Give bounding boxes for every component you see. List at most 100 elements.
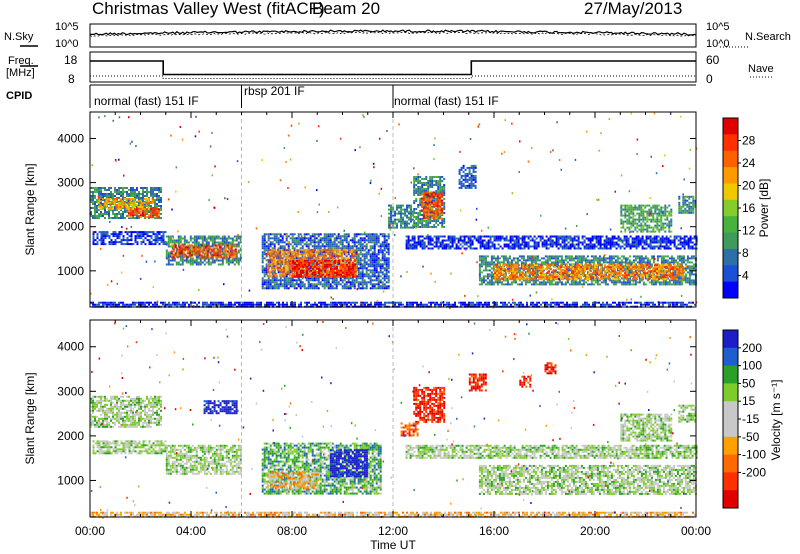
power-cell-band6 [331, 243, 334, 246]
power-cell-band6 [387, 261, 390, 264]
power-cell-band13 [633, 237, 636, 240]
power-cell-band7 [338, 248, 341, 251]
power-cell-band4 [177, 261, 180, 264]
power-cell-band14 [494, 263, 497, 266]
power-cell-band7 [346, 256, 349, 259]
power-cell-band0 [106, 213, 108, 215]
power-cell-band13 [691, 245, 694, 248]
power-cell-band7 [286, 266, 289, 269]
power-cell-band13 [531, 245, 534, 248]
power-cell-band13 [469, 247, 472, 250]
power-cell-band4 [195, 263, 198, 266]
power-cell-band7 [312, 254, 315, 257]
power-cell-band6 [315, 233, 318, 236]
power-cell-band13 [431, 239, 434, 242]
power-cell-band6 [375, 255, 378, 258]
power-cell-band6 [273, 281, 276, 284]
power-cell-band2 [137, 212, 140, 215]
power-cell-band7 [302, 248, 305, 251]
power-cell-band6 [297, 241, 300, 244]
power-cell-band13 [533, 239, 536, 242]
power-cell-band6 [287, 281, 290, 284]
power-cell-band11 [432, 217, 435, 220]
power-cell-band6 [283, 247, 286, 250]
power-cell-band13 [431, 237, 434, 240]
power-cell-band7 [278, 272, 281, 275]
power-cell-band5 [214, 256, 217, 259]
power-cell-band6 [381, 257, 384, 260]
power-cell-band6 [279, 239, 282, 242]
power-cell-band7 [308, 270, 311, 273]
power-cell-band6 [277, 255, 280, 258]
power-cell-band7 [274, 260, 277, 263]
power-cell-band6 [293, 233, 296, 236]
power-cell-band8 [332, 263, 334, 266]
power-cell-band13 [601, 247, 604, 250]
power-cell-band12 [458, 178, 461, 181]
power-cell-band9 [412, 212, 414, 215]
power-cell-band6 [263, 251, 266, 254]
power-cell-band14 [520, 281, 523, 284]
power-cell-band6 [263, 271, 266, 274]
power-cell-band12 [474, 166, 477, 169]
power-cell-band4 [197, 257, 200, 260]
power-cell-band13 [619, 245, 622, 248]
power-cell-band14 [484, 257, 487, 260]
power-cell-band6 [359, 287, 362, 290]
power-cell-band4 [199, 235, 202, 238]
power-cell-band6 [359, 281, 362, 284]
power-cell-band14 [514, 261, 517, 264]
power-cell-band6 [271, 237, 274, 240]
power-cell-band7 [274, 266, 277, 269]
power-cell-band13 [629, 235, 632, 238]
power-cell-band14 [502, 257, 505, 260]
power-cell-band0 [100, 213, 102, 215]
power-cell-band6 [295, 245, 298, 248]
power-cell-band8 [318, 265, 320, 268]
power-cell-band10 [439, 184, 442, 186]
power-cell-band4 [193, 241, 196, 244]
power-cell-band6 [381, 285, 384, 288]
power-cell-band6 [287, 247, 290, 250]
power-cell-band10 [443, 206, 446, 208]
power-cell-band6 [327, 233, 330, 236]
power-cell-band10 [429, 180, 432, 182]
power-cell-band7 [334, 248, 337, 251]
power-cell-band9 [400, 212, 402, 215]
power-cell-band6 [299, 285, 302, 288]
power-cell-band10 [435, 220, 438, 222]
power-cell-band11 [438, 199, 441, 202]
power-cell-band4 [219, 263, 222, 266]
power-cell-band6 [315, 241, 318, 244]
power-cell-band4 [165, 235, 168, 238]
power-cell-band10 [443, 194, 446, 196]
power-cell-band0 [90, 215, 92, 217]
power-cell-band6 [377, 239, 380, 242]
power-cell-band5 [194, 254, 197, 257]
power-cell-band4 [211, 241, 214, 244]
power-cell-band10 [441, 220, 444, 222]
power-cell-band7 [274, 264, 277, 267]
power-cell-band6 [353, 279, 356, 282]
power-cell-band13 [477, 235, 480, 238]
power-cell-band10 [437, 190, 440, 192]
power-cell-band13 [607, 243, 610, 246]
power-cell-band6 [275, 285, 278, 288]
power-cell-band13 [665, 237, 668, 240]
power-cell-band10 [433, 180, 436, 182]
power-cell-band7 [274, 274, 277, 277]
power-cell-band13 [571, 243, 574, 246]
power-cell-band9 [396, 208, 398, 211]
power-cell-band13 [463, 241, 466, 244]
power-cell-band9 [396, 206, 398, 209]
power-cell-band10 [435, 190, 438, 192]
power-cell-band6 [369, 245, 372, 248]
power-cell-band6 [293, 237, 296, 240]
power-cell-band0 [90, 197, 92, 199]
power-cell-band10 [437, 188, 440, 190]
power-cell-band7 [316, 256, 319, 259]
power-cell-band3 [156, 237, 159, 240]
power-cell-band6 [385, 259, 388, 262]
power-cell-band13 [655, 241, 658, 244]
power-cell-band4 [201, 257, 204, 260]
